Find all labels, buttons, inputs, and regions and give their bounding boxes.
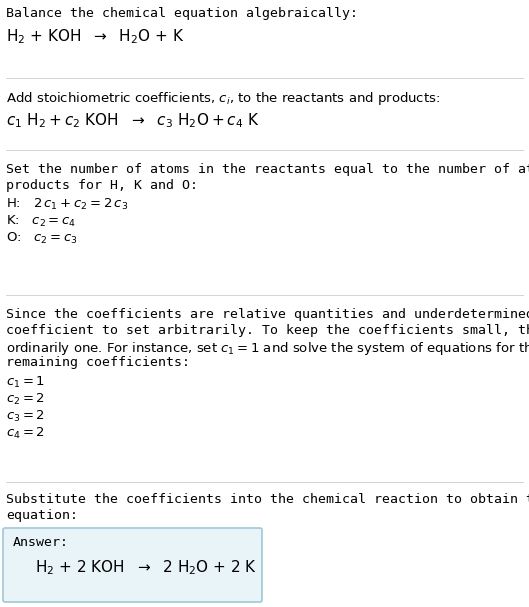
Text: Answer:: Answer: <box>13 536 69 549</box>
Text: Substitute the coefficients into the chemical reaction to obtain the balanced: Substitute the coefficients into the che… <box>6 493 529 506</box>
Text: $\mathregular{H_2}$ + KOH  $\rightarrow$  $\mathregular{H_2}$O + K: $\mathregular{H_2}$ + KOH $\rightarrow$ … <box>6 27 185 46</box>
Text: Balance the chemical equation algebraically:: Balance the chemical equation algebraica… <box>6 7 358 20</box>
FancyBboxPatch shape <box>3 528 262 602</box>
Text: ordinarily one. For instance, set $c_1 = 1$ and solve the system of equations fo: ordinarily one. For instance, set $c_1 =… <box>6 340 529 357</box>
Text: coefficient to set arbitrarily. To keep the coefficients small, the arbitrary va: coefficient to set arbitrarily. To keep … <box>6 324 529 337</box>
Text: $c_3 = 2$: $c_3 = 2$ <box>6 409 45 424</box>
Text: O:   $c_2 = c_3$: O: $c_2 = c_3$ <box>6 231 78 246</box>
Text: $\mathregular{H_2}$ + 2 KOH  $\rightarrow$  2 $\mathregular{H_2}$O + 2 K: $\mathregular{H_2}$ + 2 KOH $\rightarrow… <box>35 558 257 577</box>
Text: $c_1 = 1$: $c_1 = 1$ <box>6 375 45 390</box>
Text: remaining coefficients:: remaining coefficients: <box>6 356 190 369</box>
Text: products for H, K and O:: products for H, K and O: <box>6 179 198 192</box>
Text: $c_2 = 2$: $c_2 = 2$ <box>6 392 45 407</box>
Text: Set the number of atoms in the reactants equal to the number of atoms in the: Set the number of atoms in the reactants… <box>6 163 529 176</box>
Text: H:   $2\,c_1 + c_2 = 2\,c_3$: H: $2\,c_1 + c_2 = 2\,c_3$ <box>6 197 128 212</box>
Text: Since the coefficients are relative quantities and underdetermined, choose a: Since the coefficients are relative quan… <box>6 308 529 321</box>
Text: equation:: equation: <box>6 509 78 522</box>
Text: $c_1\ \mathregular{H_2} + c_2\ \mathregular{KOH}\ \ \rightarrow\ \ c_3\ \mathreg: $c_1\ \mathregular{H_2} + c_2\ \mathregu… <box>6 111 260 130</box>
Text: $c_4 = 2$: $c_4 = 2$ <box>6 426 45 441</box>
Text: Add stoichiometric coefficients, $c_i$, to the reactants and products:: Add stoichiometric coefficients, $c_i$, … <box>6 90 440 107</box>
Text: K:   $c_2 = c_4$: K: $c_2 = c_4$ <box>6 214 76 229</box>
